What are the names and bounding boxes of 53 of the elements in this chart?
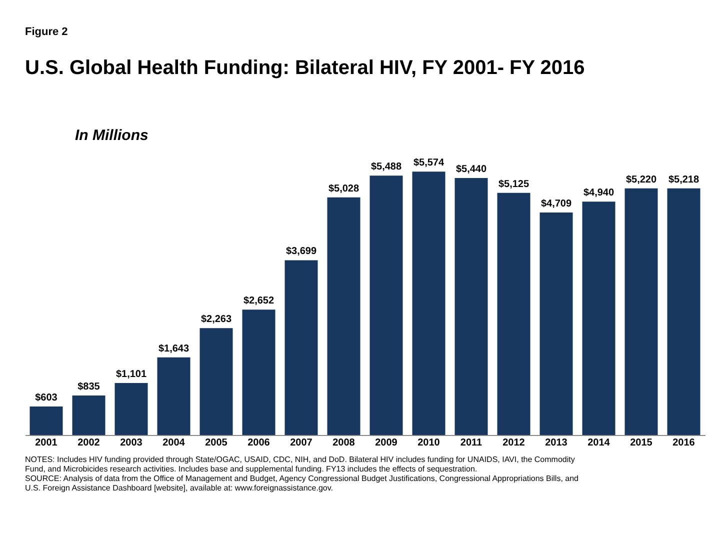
data-label: $5,220	[626, 174, 657, 186]
x-tick-label: 2009	[375, 438, 398, 448]
x-tick-label: 2015	[630, 438, 653, 448]
x-tick-label: 2003	[120, 438, 143, 448]
data-label: $4,940	[583, 188, 614, 199]
data-label: $835	[78, 382, 100, 393]
data-label: $5,488	[370, 162, 402, 173]
data-label: $4,709	[540, 198, 572, 210]
bar	[114, 382, 148, 435]
text: NOTES: Includes HIV funding provided through State/OGAC, USAID, CDC, NIH, and DoD. Bilateral HIV includes funding for UNAIDS, IAVI, the Commodity Fund, and Microbicides research activities. Includes base and supplemental funding. FY13 includes the effects of sequestration.	[25, 454, 575, 474]
bar	[667, 188, 700, 435]
bar	[370, 176, 403, 435]
data-label: $2,263	[200, 314, 232, 326]
bar	[30, 406, 63, 435]
x-tick-label: 2006	[248, 438, 270, 448]
data-label: $2,652	[243, 296, 274, 307]
x-tick-label: 2004	[162, 438, 186, 448]
x-tick-label: 2013	[545, 438, 568, 448]
data-label: $5,440	[456, 164, 487, 175]
data-label: $5,574	[413, 158, 444, 169]
x-tick-label: 2010	[418, 438, 440, 448]
chart-title: U.S. Global Health Funding: Bilateral HIV, FY 2001- FY 2016	[25, 57, 585, 79]
bar	[454, 178, 488, 435]
bar	[242, 310, 276, 435]
bar	[72, 396, 106, 435]
x-tick-label: 2016	[672, 438, 696, 448]
bar	[157, 357, 190, 435]
bar	[540, 212, 573, 435]
caption: Figure 2	[25, 26, 68, 38]
bar	[624, 188, 658, 435]
data-label: $1,643	[158, 343, 190, 354]
x-tick-label: 2001	[35, 438, 58, 448]
bar	[497, 192, 530, 435]
bar	[284, 260, 318, 435]
bar	[582, 202, 616, 435]
bar	[412, 172, 446, 435]
x-tick-label: 2012	[502, 438, 526, 448]
x-tick-label: 2002	[78, 438, 100, 448]
x-tick-label: 2005	[205, 438, 228, 448]
source-note: SOURCE: Analysis of data from the Office of Management and Budget, Agency Congressional Budget Justifications, Congressional Appropriations Bills, and U.S. Foreign Assistance Dashboard [website], available at: www.foreignassistance.gov.	[25, 474, 578, 493]
bar	[327, 197, 360, 435]
x-tick-label: 2007	[290, 438, 313, 448]
y-axis-title: In Millions	[75, 127, 148, 144]
x-tick-label: 2014	[588, 438, 610, 448]
bar	[200, 328, 233, 435]
data-label: $5,218	[668, 174, 700, 186]
data-label: $1,101	[116, 368, 147, 380]
data-label: $5,028	[328, 183, 360, 194]
x-tick-label: 2008	[332, 438, 356, 448]
data-label: $3,699	[286, 246, 317, 258]
data-label: $5,125	[498, 178, 530, 190]
data-label: $603	[35, 392, 58, 404]
x-tick-label: 2011	[460, 438, 483, 448]
